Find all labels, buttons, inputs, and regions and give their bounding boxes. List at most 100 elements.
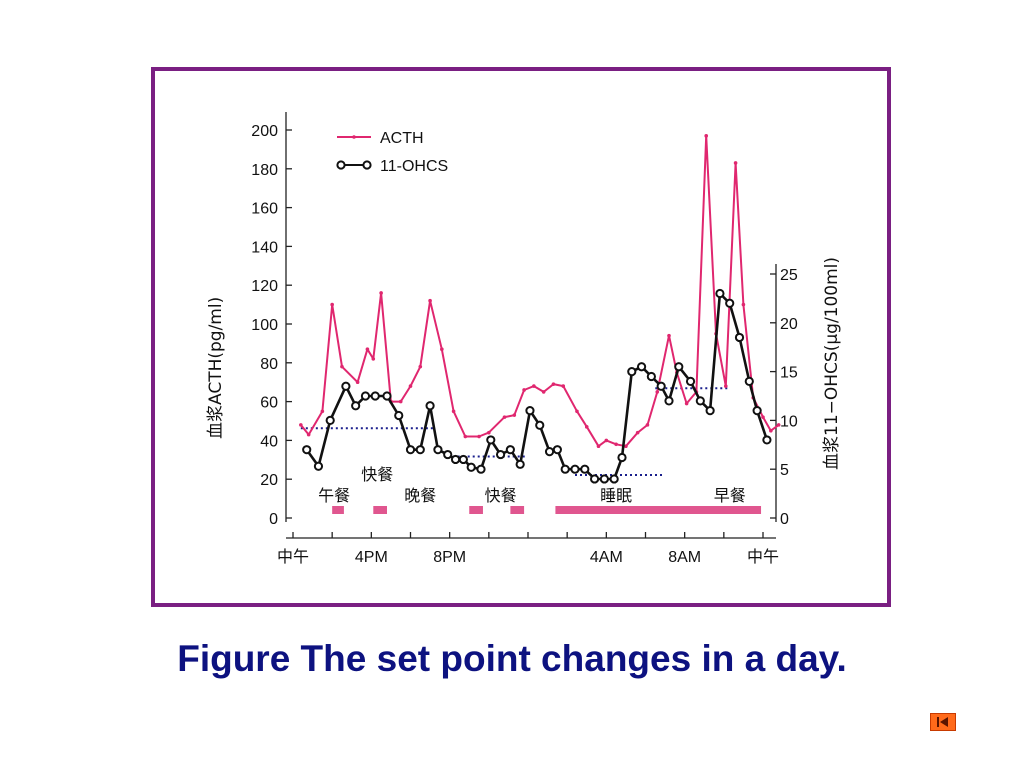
meal-bar (469, 506, 483, 514)
data-point (440, 347, 444, 352)
data-point (532, 384, 536, 388)
legend-ohcs-marker-a (336, 160, 346, 170)
y-axis-left-label: 血浆ACTH(pg/ml) (206, 297, 226, 439)
data-point (458, 454, 468, 465)
data-point (330, 302, 334, 307)
data-point (561, 384, 566, 388)
y-right-tick-label: 10 (780, 413, 798, 430)
data-point (487, 430, 491, 435)
figure-frame (151, 67, 891, 607)
meal-annotation-label: 早餐 (714, 486, 746, 505)
data-point (371, 357, 376, 361)
data-point (525, 406, 535, 416)
meal-annotation-label: 晚餐 (404, 486, 436, 505)
data-point (433, 445, 443, 455)
data-point (302, 445, 312, 455)
legend-acth-label: ACTH (380, 130, 424, 147)
legend-ohcs-marker-b (362, 160, 372, 170)
data-point (370, 391, 380, 401)
dotted-reference-lines (300, 387, 730, 477)
chart-axes: 0 20 40 60 80 100 120 140 160 180 200 0 5 10 15 20 25 中午 4… (251, 112, 798, 566)
data-point (744, 376, 754, 386)
data-point (535, 420, 545, 430)
data-point (725, 298, 735, 308)
x-tick-label: 4PM (355, 549, 388, 566)
data-point (674, 362, 684, 372)
data-point (734, 332, 745, 343)
series-line (305, 292, 769, 481)
back-nav-button[interactable] (930, 713, 956, 731)
data-point (656, 381, 666, 391)
meal-annotation-label: 午餐 (318, 486, 350, 505)
y-left-tick-label: 40 (260, 433, 278, 450)
data-point (382, 391, 392, 401)
data-point (636, 362, 647, 372)
y-left-tick-label: 160 (251, 201, 278, 218)
data-point (695, 396, 705, 406)
data-point (604, 438, 609, 443)
meal-annotation-label: 快餐 (485, 486, 517, 505)
data-point (418, 364, 423, 369)
data-point (394, 410, 404, 421)
y-right-tick-label: 20 (780, 316, 798, 333)
y-left-tick-label: 60 (260, 395, 278, 412)
data-point (515, 459, 525, 469)
y-right-tick-label: 15 (780, 365, 798, 382)
x-tick-label: 4AM (590, 549, 623, 566)
x-tick-label: 中午 (277, 548, 309, 566)
data-point (733, 161, 738, 165)
data-point (741, 302, 746, 307)
meal-bars (332, 506, 762, 514)
series-line (300, 134, 780, 448)
data-point (664, 396, 674, 406)
data-point (522, 388, 526, 392)
acth-ohcs-chart: 0 20 40 60 80 100 120 140 160 180 200 0 5 10 15 20 25 中午 4… (206, 112, 842, 566)
data-point (570, 464, 580, 474)
data-point (415, 445, 425, 455)
y-axis-right-label: 血浆11−OHCS(μg/100ml) (822, 257, 842, 470)
y-right-tick-label: 25 (780, 267, 798, 284)
data-point (355, 380, 360, 385)
chart-legend: ACTH 11-OHCS (336, 130, 448, 175)
data-point (704, 134, 709, 138)
data-point (408, 384, 413, 388)
meal-bar (555, 506, 762, 514)
data-point (398, 399, 403, 404)
data-point (752, 406, 762, 416)
data-point (351, 401, 361, 411)
data-point (575, 409, 579, 414)
data-point (541, 390, 546, 394)
data-point (761, 415, 765, 419)
data-point (486, 435, 496, 445)
data-point (365, 347, 370, 352)
data-point (476, 464, 486, 474)
meal-bar (332, 506, 344, 514)
data-point (477, 434, 481, 439)
data-point (646, 371, 656, 382)
data-point (614, 442, 618, 447)
data-point (560, 464, 570, 474)
data-point (627, 367, 637, 377)
data-point (306, 432, 311, 437)
data-point (512, 413, 517, 417)
data-point (685, 376, 696, 386)
x-tick-label: 中午 (747, 548, 779, 566)
data-point (655, 390, 660, 394)
legend-ohcs-label: 11-OHCS (380, 158, 448, 175)
data-point (299, 423, 303, 427)
legend-acth-marker (352, 135, 356, 139)
data-point (769, 428, 773, 433)
data-point (624, 444, 628, 449)
series-acth (299, 134, 781, 449)
data-point (551, 382, 556, 386)
y-left-tick-label: 80 (260, 356, 278, 373)
data-point (450, 454, 461, 465)
data-point (596, 444, 601, 449)
data-point (360, 391, 371, 401)
data-point (635, 430, 640, 435)
data-point (599, 474, 609, 484)
data-point (589, 474, 600, 484)
data-point (313, 461, 324, 471)
data-point (425, 401, 435, 411)
